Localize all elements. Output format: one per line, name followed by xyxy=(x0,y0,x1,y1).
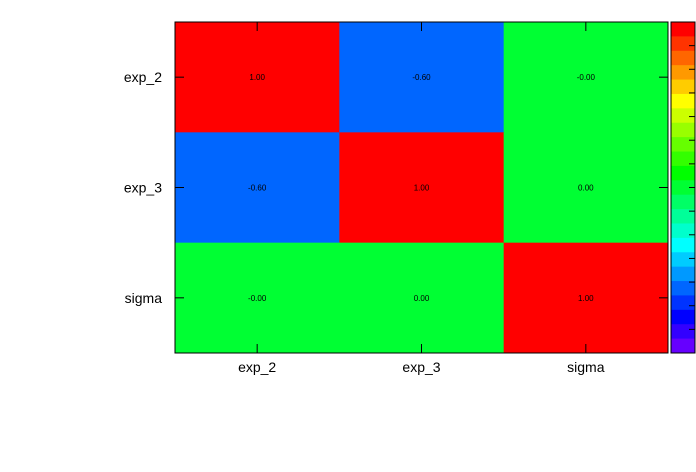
heatmap-cell-value: -0.00 xyxy=(248,294,267,303)
x-axis-tick-labels: exp_2 exp_3 sigma xyxy=(238,359,605,375)
color-scale-swatch xyxy=(671,122,695,138)
heatmap-cell-value: 1.00 xyxy=(249,73,265,82)
color-scale-swatch xyxy=(671,137,695,153)
heatmap-cell-value: 1.00 xyxy=(578,294,594,303)
heatmap-cell-value: -0.60 xyxy=(248,184,267,193)
heatmap-cell-value: 0.00 xyxy=(578,184,594,193)
heatmap-cell xyxy=(339,22,505,133)
heatmap-cell xyxy=(175,22,340,133)
color-scale-swatch xyxy=(671,79,695,95)
color-scale-swatch xyxy=(671,209,695,224)
color-scale-swatch xyxy=(671,22,695,37)
color-scale-swatch xyxy=(671,108,695,124)
color-scale-swatch xyxy=(671,252,695,268)
axis-ticks xyxy=(175,22,668,353)
heatmap-cell-value: 0.00 xyxy=(414,294,430,303)
color-scale-swatch xyxy=(671,266,695,282)
heatmap-cell xyxy=(503,242,669,354)
heatmap-cell xyxy=(339,242,505,354)
heatmap-cell xyxy=(503,22,669,133)
x-tick-label: exp_3 xyxy=(402,359,440,375)
y-tick-label: sigma xyxy=(125,290,163,306)
color-scale-swatch xyxy=(671,281,695,296)
color-scale-swatch xyxy=(671,65,695,81)
color-scale-swatch xyxy=(671,165,695,181)
heatmap-cell xyxy=(175,132,340,244)
x-tick-label: sigma xyxy=(567,359,605,375)
heatmap-cell-labels: 1.00 -0.60 -0.00 -0.60 1.00 0.00 -0.00 0.00 1.00 xyxy=(248,73,595,303)
y-tick-label: exp_3 xyxy=(124,180,162,196)
heatmap-cell xyxy=(339,132,505,244)
heatmap-cell-value: -0.00 xyxy=(577,73,596,82)
color-scale-swatch xyxy=(671,295,695,311)
heatmap-cell-value: -0.60 xyxy=(412,73,431,82)
color-scale-swatch xyxy=(671,36,695,52)
color-scale-swatch xyxy=(671,324,695,340)
color-scale-swatch xyxy=(671,151,695,167)
color-scale-swatch xyxy=(671,223,695,239)
color-scale-swatch xyxy=(671,50,695,66)
color-scale-swatch xyxy=(671,237,695,253)
color-scale-bar xyxy=(670,21,696,354)
color-scale-swatch xyxy=(671,194,695,210)
color-scale-swatch xyxy=(671,309,695,325)
color-scale-swatch xyxy=(671,338,695,354)
heatmap-cell xyxy=(175,242,340,354)
color-scale-swatch xyxy=(671,180,695,196)
heatmap-cells xyxy=(175,22,669,354)
x-tick-label: exp_2 xyxy=(238,359,276,375)
y-tick-label: exp_2 xyxy=(124,69,162,85)
heatmap-cell xyxy=(503,132,669,244)
color-scale-swatch xyxy=(671,93,695,109)
heatmap-cell-value: 1.00 xyxy=(414,184,430,193)
